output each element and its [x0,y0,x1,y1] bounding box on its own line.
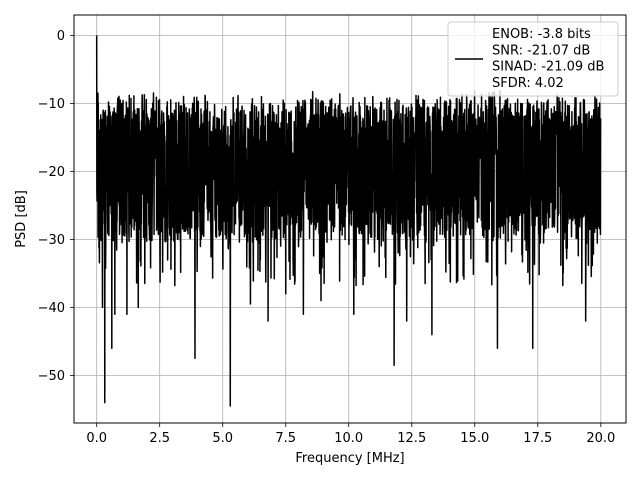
y-tick-label: −40 [38,301,65,316]
y-axis-label: PSD [dB] [14,190,29,248]
x-axis-label: Frequency [MHz] [295,451,404,466]
x-tick-label: 7.5 [275,431,296,446]
x-tick-label: 12.5 [397,431,426,446]
y-axis-ticks: 0 −10 −20 −30 −40 −50 [38,29,74,384]
x-tick-label: 5.0 [212,431,233,446]
legend-entry: ENOB: -3.8 bits SNR: -21.07 dB SINAD: -21.… [492,27,604,91]
legend-box [447,21,619,97]
x-tick-label: 17.5 [523,431,552,446]
legend-line-3: SINAD: -21.09 dB [492,60,604,75]
x-tick-label: 10.0 [334,431,363,446]
x-tick-label: 15.0 [460,431,489,446]
psd-series-line [95,35,602,407]
legend-line-1: ENOB: -3.8 bits [492,27,591,42]
x-tick-label: 20.0 [586,431,615,446]
legend-line-2: SNR: -21.07 dB [492,43,590,58]
legend-line-4: SFDR: 4.02 [492,76,564,91]
y-tick-label: 0 [57,29,65,44]
y-tick-label: −20 [38,165,65,180]
series-layer [95,35,602,407]
plot-frame [73,14,627,424]
x-tick-label: 2.5 [149,431,170,446]
y-tick-label: −50 [38,369,65,384]
x-axis-ticks: 0.0 2.5 5.0 7.5 10.0 12.5 15.0 17.5 20.0 [86,423,615,446]
y-tick-label: −10 [38,97,65,112]
y-tick-label: −30 [38,233,65,248]
x-tick-label: 0.0 [86,431,107,446]
legend: ENOB: -3.8 bits SNR: -21.07 dB SINAD: -21.… [447,21,619,97]
